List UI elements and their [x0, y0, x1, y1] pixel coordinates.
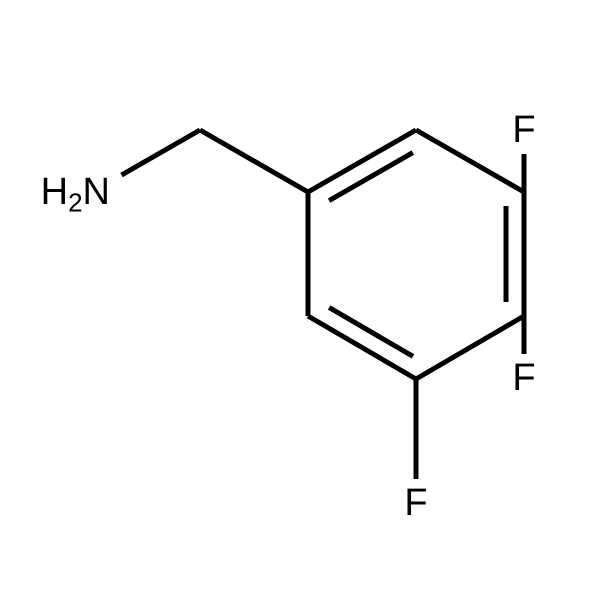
molecule-diagram: H2N F F F	[0, 0, 600, 600]
atom-label-F2: F	[512, 357, 535, 399]
atom-label-F3: F	[404, 482, 427, 524]
atom-label-F1: F	[512, 109, 535, 151]
atom-label-N: H2N	[41, 171, 110, 218]
